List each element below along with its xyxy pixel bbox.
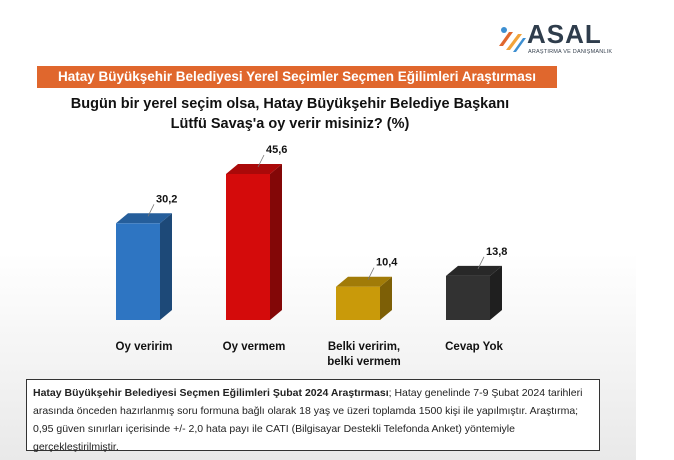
data-label: 30,2 xyxy=(156,193,177,205)
data-label-leader xyxy=(367,267,375,280)
bar-chart: 30,2 Oy veririm 45,6 Oy vermem 10,4 Belki ver… xyxy=(116,144,508,368)
bar-side xyxy=(380,276,392,320)
question-line-2: Lütfü Savaş'a oy verir misiniz? (%) xyxy=(170,116,410,132)
category-label: belki vermem xyxy=(327,356,401,368)
bar-top xyxy=(446,265,502,276)
survey-title-banner: Hatay Büyükşehir Belediyesi Yerel Seçiml… xyxy=(37,66,557,88)
data-label: 13,8 xyxy=(486,246,507,258)
asal-logo: ASAL ARAŞTIRMA VE DANIŞMANLIK xyxy=(497,20,617,60)
asal-logo-mark-icon xyxy=(499,27,526,52)
bar-top xyxy=(336,276,392,287)
question-line-1: Bugün bir yerel seçim olsa, Hatay Büyükş… xyxy=(70,96,510,112)
methodology-note-text: ; Hatay genelinde 7-9 Şubat 2024 tarihle… xyxy=(33,387,583,453)
bar-top xyxy=(116,213,172,224)
logo-subtitle: ARAŞTIRMA VE DANIŞMANLIK xyxy=(528,49,613,55)
bar-2 xyxy=(226,174,270,320)
bar-top xyxy=(226,164,282,174)
page-margin xyxy=(636,0,674,460)
category-label: Belki veririm, xyxy=(328,341,400,353)
logo-wordmark: ASAL xyxy=(527,19,602,49)
bar-side xyxy=(160,213,172,320)
data-label: 45,6 xyxy=(266,144,287,156)
data-label: 10,4 xyxy=(376,257,398,269)
methodology-note-title: Hatay Büyükşehir Belediyesi Seçmen Eğili… xyxy=(33,387,389,399)
data-label-leader xyxy=(147,204,155,217)
bar-side xyxy=(490,265,502,320)
bar-1 xyxy=(116,223,160,320)
chart-question: Bugün bir yerel seçim olsa, Hatay Büyükş… xyxy=(40,94,540,134)
category-label: Cevap Yok xyxy=(445,341,503,353)
methodology-note: Hatay Büyükşehir Belediyesi Seçmen Eğili… xyxy=(26,379,600,453)
data-label-leader xyxy=(257,154,265,168)
bar-3 xyxy=(336,286,380,320)
category-label: Oy veririm xyxy=(116,341,173,353)
data-label-leader xyxy=(477,256,485,269)
category-label: Oy vermem xyxy=(223,341,286,353)
bar-side xyxy=(270,164,282,320)
bar-4 xyxy=(446,275,490,320)
